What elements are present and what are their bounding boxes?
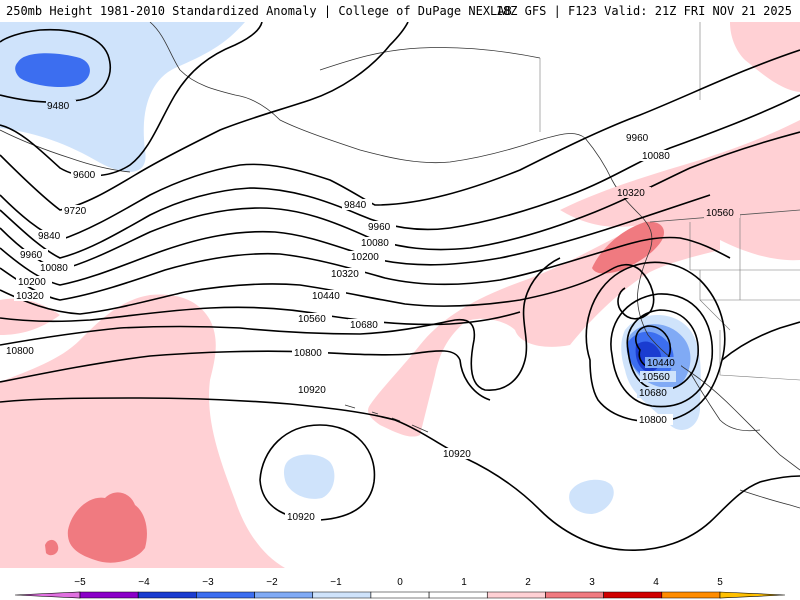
contour-label: 10080	[642, 151, 670, 162]
contour-label: 10560	[642, 372, 670, 383]
colorbar-swatch	[545, 591, 604, 599]
contour-label: 10320	[331, 269, 359, 280]
neg-anomaly-nw	[0, 22, 245, 172]
contour-9600	[0, 22, 263, 177]
contour-label: 10920	[298, 385, 326, 396]
contour-label: 10680	[639, 388, 667, 399]
contour-label: 10800	[6, 346, 34, 357]
pos-anomaly-core-coast	[592, 221, 665, 274]
colorbar-swatch	[661, 591, 721, 599]
contour-label: 9960	[20, 250, 43, 261]
colorbar-swatch	[486, 591, 546, 599]
contour-9720	[0, 22, 409, 211]
colorbar-swatch	[428, 591, 488, 599]
state-lines	[689, 215, 800, 381]
contour-label: 10320	[16, 291, 44, 302]
colorbar-swatch	[79, 591, 139, 599]
contour-label: 9600	[73, 170, 96, 181]
colorbar-swatch	[254, 591, 314, 599]
contour-label: 10920	[443, 449, 471, 460]
colorbar-tick-label: 1	[461, 577, 467, 588]
contour-10680-ring	[610, 293, 714, 408]
contour-label: 10440	[312, 291, 340, 302]
contour-labels: 9480 9600 9720 9840 9960 10080 10200 103…	[4, 100, 740, 523]
contour-label: 10080	[40, 263, 68, 274]
colorbar-tick-label: 0	[397, 577, 403, 588]
contour-label: 10560	[298, 314, 326, 325]
model-run-info: 18Z GFS | F123 Valid: 21Z FRI NOV 21 202…	[495, 4, 792, 18]
colorbar-tick-label: −5	[74, 577, 86, 588]
contour-10560-ring	[626, 309, 699, 391]
colorbar-swatches	[14, 591, 786, 599]
colorbar-swatch	[719, 591, 786, 599]
mexico-coast	[739, 489, 800, 509]
colorbar-ticks: −5 −4 −3 −2 −1 0 1 2 3 4 5	[74, 577, 723, 588]
contour-label: 10200	[351, 252, 379, 263]
contour-10200	[0, 194, 711, 286]
colorbar-tick-label: −2	[266, 577, 278, 588]
contour-10800-east	[585, 261, 726, 423]
contour-label: 9840	[38, 231, 61, 242]
pos-anomaly-sw-speck	[45, 539, 59, 556]
pos-anomaly-sw	[0, 294, 285, 568]
neg-anomaly-central-pacific	[283, 454, 335, 499]
pos-anomaly-west-coast	[0, 298, 60, 335]
aleutians	[0, 129, 131, 173]
map-title: 250mb Height 1981-2010 Standardized Anom…	[6, 4, 512, 18]
contour-label: 10800	[294, 348, 322, 359]
colorbar-tick-label: 3	[589, 577, 595, 588]
colorbar-tick-label: 5	[717, 577, 723, 588]
colorbar-swatch	[137, 591, 197, 599]
contour-label: 10200	[18, 277, 46, 288]
colorbar-tick-label: 2	[525, 577, 531, 588]
contour-label: 10560	[706, 208, 734, 219]
contour-label: 10440	[647, 358, 675, 369]
pos-anomaly-ne	[730, 22, 800, 92]
colorbar-tick-label: 4	[653, 577, 659, 588]
colorbar-swatch	[14, 591, 81, 599]
contour-label: 9840	[344, 200, 367, 211]
contour-label: 9960	[368, 222, 391, 233]
neg-anomaly-east-pacific	[569, 479, 614, 514]
contour-10320	[0, 236, 731, 301]
hawaii-islands	[344, 404, 429, 433]
neg-anomaly-nw-core	[15, 53, 90, 88]
contour-10920-big	[0, 397, 800, 551]
contour-10440-ring	[635, 325, 672, 368]
contour-label: 9720	[64, 206, 87, 217]
contour-10800-tail	[721, 321, 800, 361]
baja-coast	[689, 371, 761, 432]
contour-label: 9480	[47, 101, 70, 112]
pos-anomaly-sw-core	[67, 492, 147, 563]
contour-label: 10920	[287, 512, 315, 523]
contour-9840	[0, 49, 800, 241]
colorbar-swatch	[196, 591, 255, 599]
colorbar-tick-label: −4	[138, 577, 150, 588]
contour-label: 9960	[626, 133, 649, 144]
contour-10680	[0, 257, 561, 391]
colorbar-swatch	[312, 591, 372, 599]
colorbar-swatch	[603, 591, 663, 599]
map-header: 250mb Height 1981-2010 Standardized Anom…	[0, 0, 800, 22]
canada-interior	[539, 22, 701, 132]
contour-10560	[0, 306, 521, 326]
contour-label: 10080	[361, 238, 389, 249]
alaska-coast	[149, 22, 586, 164]
colorbar-tick-label: −3	[202, 577, 214, 588]
colorbar-swatch	[370, 591, 430, 599]
contour-label: 10800	[639, 415, 667, 426]
anomaly-colorbar: −5 −4 −3 −2 −1 0 1 2 3 4 5	[14, 577, 786, 599]
contour-label: 10680	[350, 320, 378, 331]
colorbar-tick-label: −1	[330, 577, 342, 588]
alaska-north	[319, 47, 541, 71]
contour-label: 10320	[617, 188, 645, 199]
anomaly-map: 9480 9600 9720 9840 9960 10080 10200 103…	[0, 22, 800, 568]
